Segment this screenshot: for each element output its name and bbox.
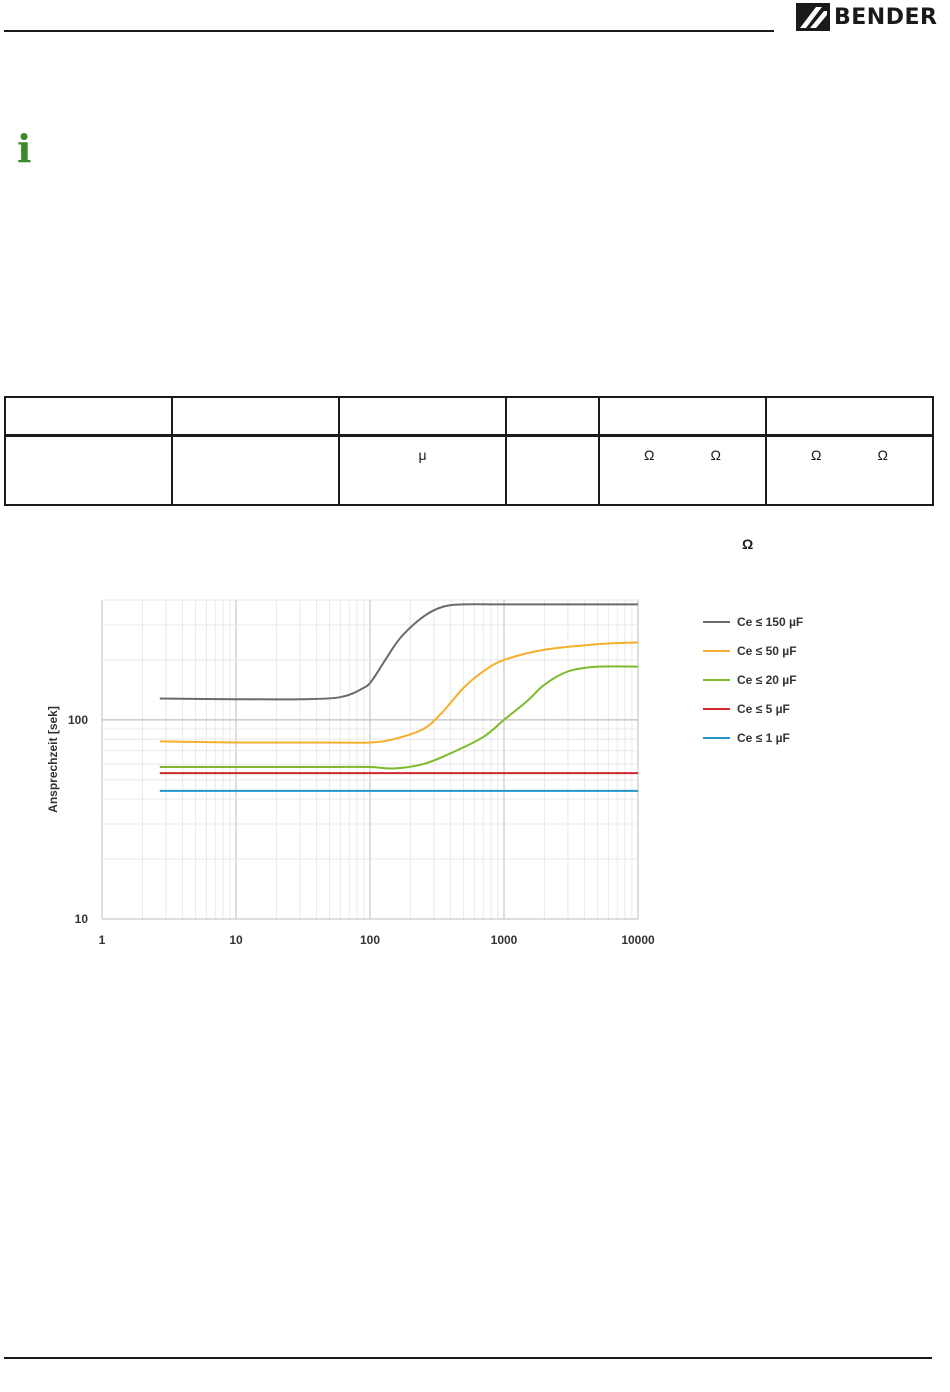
info-icon: i — [17, 126, 32, 171]
table-cell — [505, 434, 600, 506]
table-header-cell — [338, 396, 507, 437]
table-cell-capacitance: μ — [338, 434, 507, 506]
legend-label: Ce ≤ 1 µF — [737, 731, 790, 745]
spec-table: μ Ω Ω Ω Ω — [4, 396, 934, 506]
legend-label: Ce ≤ 150 µF — [737, 615, 803, 629]
x-tick-label: 100 — [360, 933, 380, 947]
table-cell-resistance: Ω Ω — [765, 434, 934, 506]
response-time-chart: 1 10 100 1000 10000 10 100 Ansprechzeit [sek] C… — [46, 599, 803, 947]
table-header-cell — [505, 396, 600, 437]
table-header-cell — [765, 396, 934, 437]
chart-axes: 1 10 100 1000 10000 10 100 Ansprechzeit [sek] — [46, 706, 655, 947]
chart-legend: Ce ≤ 150 µF Ce ≤ 50 µF Ce ≤ 20 µF Ce ≤ 5 µF… — [703, 615, 803, 745]
series-line — [159, 641, 639, 744]
table-cell — [171, 434, 340, 506]
chart-series — [159, 603, 639, 792]
table-cell — [4, 434, 173, 506]
table-header-row — [4, 396, 934, 437]
series-line — [159, 665, 639, 770]
x-tick-label: 10000 — [621, 933, 655, 947]
footer-rule — [4, 1357, 932, 1359]
table-header-cell — [171, 396, 340, 437]
y-axis-label: Ansprechzeit [sek] — [46, 706, 60, 813]
table-header-cell — [598, 396, 767, 437]
omega-note: Ω — [742, 536, 754, 552]
brand-name: BENDER — [834, 5, 938, 30]
y-tick-label: 10 — [75, 912, 89, 926]
chart-grid — [101, 599, 639, 920]
legend-label: Ce ≤ 50 µF — [737, 644, 797, 658]
x-tick-label: 10 — [229, 933, 243, 947]
y-tick-label: 100 — [68, 713, 88, 727]
legend-label: Ce ≤ 5 µF — [737, 702, 790, 716]
x-tick-label: 1000 — [491, 933, 518, 947]
x-tick-label: 1 — [99, 933, 106, 947]
bender-logo-icon — [796, 3, 830, 31]
table-row: μ Ω Ω Ω Ω — [4, 434, 934, 506]
bender-logo: BENDER — [796, 2, 938, 34]
table-cell-resistance: Ω Ω — [598, 434, 767, 506]
ohm-symbol: Ω — [644, 447, 655, 463]
table-header-cell — [4, 396, 173, 437]
header-rule — [4, 30, 774, 32]
ohm-symbol: Ω — [710, 447, 721, 463]
series-line — [159, 603, 638, 701]
legend-label: Ce ≤ 20 µF — [737, 673, 797, 687]
ohm-symbol: Ω — [811, 447, 822, 463]
ohm-symbol: Ω — [877, 447, 888, 463]
